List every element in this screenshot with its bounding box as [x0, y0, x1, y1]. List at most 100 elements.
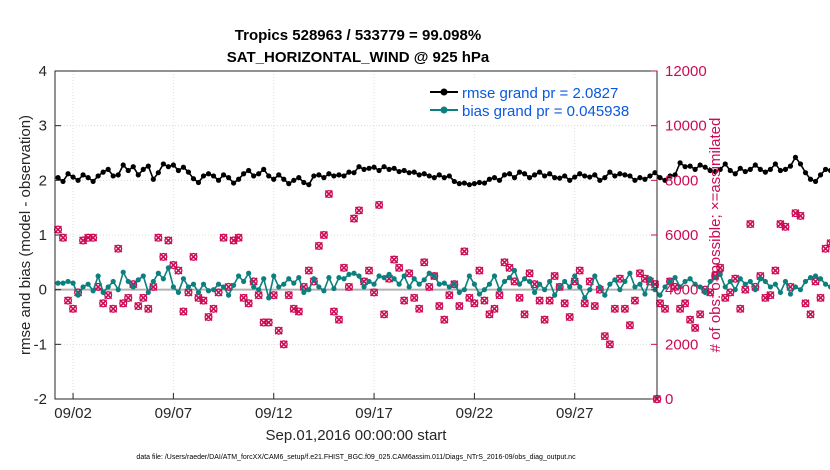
- x-tick-label: 09/12: [255, 405, 293, 422]
- obs-count-point: [746, 220, 755, 229]
- obs-count-point: [380, 310, 389, 319]
- obs-possible-marker: [696, 310, 705, 319]
- rmse-point: [200, 173, 207, 179]
- right-tick-label: 8000: [665, 172, 698, 189]
- obs-count-point: [304, 266, 313, 275]
- obs-assimilated-marker: [781, 222, 790, 231]
- rmse-point: [602, 175, 608, 181]
- rmse-point: [230, 180, 237, 186]
- bias-point: [692, 281, 698, 287]
- obs-assimilated-marker: [254, 291, 263, 300]
- obs-assimilated-marker: [400, 296, 409, 305]
- bias-point: [817, 276, 824, 282]
- rmse-point: [812, 178, 819, 185]
- obs-assimilated-marker: [455, 302, 464, 311]
- bias-point: [185, 284, 192, 290]
- obs-count-point: [179, 307, 188, 316]
- rmse-point: [662, 177, 668, 183]
- obs-count-point: [826, 239, 830, 248]
- obs-count-point: [119, 299, 128, 308]
- bias-point: [727, 278, 733, 285]
- obs-count-point: [686, 315, 695, 324]
- x-tick-label: 09/02: [54, 405, 92, 422]
- bias-point: [261, 276, 267, 282]
- obs-assimilated-marker: [726, 288, 735, 297]
- bias-point: [140, 273, 146, 279]
- obs-count-point: [279, 340, 288, 349]
- rmse-point: [672, 172, 678, 178]
- obs-possible-marker: [826, 239, 830, 248]
- obs-count-point: [63, 296, 73, 305]
- obs-assimilated-marker: [53, 225, 63, 234]
- obs-count-point: [796, 211, 805, 220]
- rmse-point: [827, 167, 830, 174]
- obs-count-point: [630, 296, 639, 305]
- bias-point: [411, 276, 417, 282]
- rmse-point: [572, 174, 578, 180]
- bias-point: [677, 284, 683, 290]
- obs-possible-marker: [565, 312, 574, 322]
- rmse-point: [537, 169, 543, 175]
- obs-assimilated-marker: [289, 304, 298, 313]
- rmse-point: [787, 163, 794, 169]
- obs-assimilated-marker: [329, 307, 338, 316]
- bias-point: [637, 281, 643, 287]
- bias-point: [105, 284, 111, 290]
- obs-count-point: [68, 304, 78, 313]
- rmse-point: [155, 170, 161, 176]
- obs-possible-marker: [540, 315, 549, 324]
- bias-point: [281, 281, 287, 287]
- obs-count-point: [344, 282, 354, 291]
- x-tick-label: 09/17: [355, 405, 393, 422]
- rmse-point: [376, 167, 382, 174]
- rmse-point: [582, 173, 588, 179]
- obs-assimilated-marker: [681, 299, 690, 308]
- rmse-point: [597, 177, 603, 183]
- bias-point: [607, 281, 613, 287]
- obs-possible-marker: [560, 299, 569, 308]
- bias-point: [190, 281, 197, 287]
- right-tick-label: 10000: [665, 118, 707, 135]
- obs-possible-marker: [174, 266, 183, 275]
- rmse-point: [697, 162, 703, 168]
- obs-assimilated-marker: [154, 233, 163, 242]
- rmse-point: [311, 173, 317, 179]
- rmse-point: [747, 166, 753, 172]
- bias-point: [371, 281, 377, 287]
- bias-point: [491, 273, 498, 279]
- obs-count-point: [99, 299, 108, 308]
- obs-possible-marker: [63, 296, 73, 305]
- bias-point: [175, 289, 182, 295]
- obs-possible-marker: [480, 296, 489, 305]
- obs-possible-marker: [435, 302, 444, 311]
- legend-box: [425, 80, 649, 124]
- obs-count-point: [89, 233, 98, 242]
- obs-possible-marker: [620, 304, 629, 313]
- bias-point: [567, 284, 573, 290]
- obs-count-point: [560, 299, 569, 308]
- obs-count-point: [600, 332, 609, 341]
- obs-assimilated-marker: [475, 266, 484, 275]
- bias-point: [516, 281, 523, 287]
- obs-possible-marker: [144, 304, 153, 313]
- obs-count-point: [174, 266, 183, 275]
- rmse-point: [326, 171, 332, 177]
- bias-point: [401, 273, 407, 279]
- bias-point: [722, 284, 728, 290]
- obs-assimilated-marker: [395, 263, 404, 272]
- rmse-point: [140, 166, 146, 172]
- bias-point: [155, 270, 161, 276]
- rmse-point: [346, 169, 352, 175]
- rmse-point: [366, 165, 372, 171]
- rmse-point: [446, 173, 452, 179]
- obs-count-point: [114, 244, 123, 253]
- rmse-point: [526, 175, 533, 181]
- obs-possible-marker: [219, 233, 228, 242]
- rmse-point: [195, 179, 202, 186]
- rmse-point: [336, 172, 342, 178]
- obs-assimilated-marker: [214, 288, 223, 297]
- rmse-point: [792, 154, 799, 160]
- bias-point: [180, 276, 187, 282]
- rmse-point: [160, 161, 166, 167]
- obs-possible-marker: [364, 266, 374, 275]
